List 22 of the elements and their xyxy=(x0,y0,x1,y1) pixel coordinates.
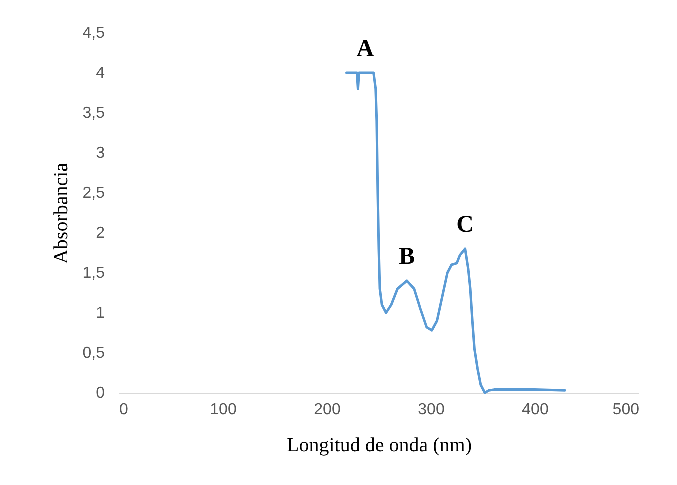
y-tick-label: 0 xyxy=(96,385,106,402)
y-tick-label: 0,5 xyxy=(82,345,106,362)
y-tick-label: 1 xyxy=(96,305,106,322)
x-axis-title: Longitud de onda (nm) xyxy=(287,434,472,456)
x-tick-label: 300 xyxy=(418,402,445,418)
y-tick-label: 4 xyxy=(96,65,106,82)
y-tick-label: 2 xyxy=(96,225,106,242)
y-tick-label: 1,5 xyxy=(82,265,106,282)
x-tick-label: 400 xyxy=(522,402,549,418)
y-axis-title: Absorbancia xyxy=(50,162,72,264)
x-tick-label: 0 xyxy=(120,402,128,418)
line-series xyxy=(346,72,566,394)
y-tick-label: 2,5 xyxy=(82,185,106,202)
annotation: B xyxy=(399,244,416,270)
annotation: C xyxy=(456,212,474,238)
x-tick-label: 100 xyxy=(210,402,237,418)
y-tick-label: 4,5 xyxy=(82,25,106,42)
y-tick-label: 3 xyxy=(96,145,106,162)
y-tick-label: 3,5 xyxy=(82,105,106,122)
annotation: A xyxy=(356,36,375,62)
x-tick-label: 500 xyxy=(612,402,640,418)
x-tick-label: 200 xyxy=(314,402,341,418)
